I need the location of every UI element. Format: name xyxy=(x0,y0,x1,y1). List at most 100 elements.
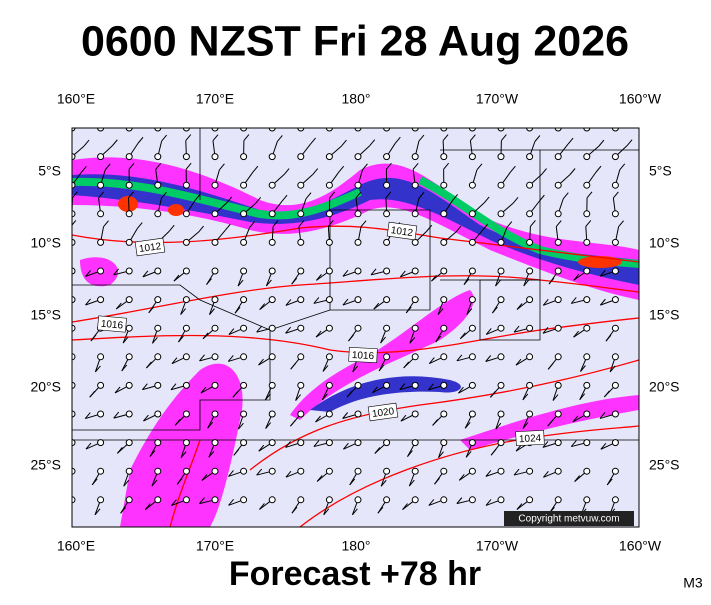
station xyxy=(155,268,161,274)
footer: Forecast +78 hr xyxy=(229,555,481,593)
station xyxy=(212,211,218,217)
station xyxy=(212,325,218,331)
station xyxy=(355,297,361,303)
wind-barb xyxy=(528,112,530,128)
lon-label: 160°E xyxy=(57,538,95,554)
station xyxy=(326,440,332,446)
wind-barb xyxy=(270,112,272,128)
station xyxy=(498,497,504,503)
station xyxy=(241,297,247,303)
wind-barb xyxy=(452,108,457,114)
title: 0600 NZST Fri 28 Aug 2026 xyxy=(81,17,629,65)
station xyxy=(412,382,418,388)
wind-barb xyxy=(427,111,432,117)
station xyxy=(212,411,218,417)
station xyxy=(584,268,590,274)
lat-label: 25°S xyxy=(649,457,680,473)
lon-label: 160°W xyxy=(619,91,662,107)
station xyxy=(498,239,504,245)
isobar-label: 1016 xyxy=(97,316,126,332)
station xyxy=(612,382,618,388)
station xyxy=(612,182,618,188)
station xyxy=(527,211,533,217)
station xyxy=(241,497,247,503)
station xyxy=(441,268,447,274)
station xyxy=(155,354,161,360)
station xyxy=(469,211,475,217)
wind-barb xyxy=(66,509,71,515)
station xyxy=(555,382,561,388)
station xyxy=(355,268,361,274)
station xyxy=(555,354,561,360)
station xyxy=(183,268,189,274)
station xyxy=(269,297,275,303)
station xyxy=(384,297,390,303)
station xyxy=(212,468,218,474)
lat-label: 5°S xyxy=(38,163,61,179)
wind-barb xyxy=(368,110,373,116)
lat-label: 10°S xyxy=(649,235,680,251)
station xyxy=(441,239,447,245)
station xyxy=(469,182,475,188)
station xyxy=(269,382,275,388)
station xyxy=(441,440,447,446)
wind-barb xyxy=(158,117,170,128)
wind-barb xyxy=(626,110,631,116)
station xyxy=(584,354,590,360)
lon-label: 170°E xyxy=(196,538,234,554)
station xyxy=(155,440,161,446)
wind-barb xyxy=(615,116,625,128)
wind-barb xyxy=(59,271,72,280)
isobar-label: 1016 xyxy=(349,347,378,362)
station xyxy=(326,154,332,160)
station xyxy=(212,154,218,160)
wind-barb xyxy=(66,365,71,371)
lon-label: 160°E xyxy=(57,91,95,107)
station xyxy=(412,182,418,188)
station xyxy=(183,154,189,160)
station xyxy=(212,268,218,274)
station xyxy=(469,239,475,245)
station xyxy=(469,497,475,503)
station xyxy=(498,154,504,160)
station xyxy=(98,154,104,160)
station xyxy=(269,268,275,274)
station xyxy=(326,411,332,417)
wind-barb xyxy=(59,331,64,337)
wind-barb xyxy=(72,113,78,128)
wind-barb xyxy=(500,112,501,128)
station xyxy=(269,239,275,245)
lat-label: 20°S xyxy=(30,379,61,395)
station xyxy=(183,211,189,217)
station xyxy=(527,239,533,245)
station xyxy=(384,382,390,388)
station xyxy=(584,211,590,217)
station xyxy=(555,297,561,303)
station xyxy=(469,154,475,160)
station xyxy=(98,268,104,274)
wind-barb xyxy=(56,441,61,447)
station xyxy=(441,154,447,160)
station xyxy=(584,154,590,160)
lat-label: 20°S xyxy=(649,379,680,395)
station xyxy=(384,440,390,446)
station xyxy=(126,154,132,160)
station xyxy=(326,268,332,274)
station xyxy=(527,468,533,474)
station xyxy=(355,497,361,503)
wind-barb xyxy=(186,114,194,128)
station xyxy=(441,411,447,417)
wind-barb xyxy=(243,106,248,112)
wind-barb xyxy=(111,110,116,116)
station xyxy=(469,440,475,446)
station xyxy=(384,154,390,160)
station xyxy=(298,411,304,417)
station xyxy=(441,211,447,217)
station xyxy=(412,411,418,417)
station xyxy=(612,468,618,474)
station xyxy=(241,468,247,474)
station xyxy=(183,354,189,360)
station xyxy=(355,468,361,474)
station xyxy=(441,325,447,331)
